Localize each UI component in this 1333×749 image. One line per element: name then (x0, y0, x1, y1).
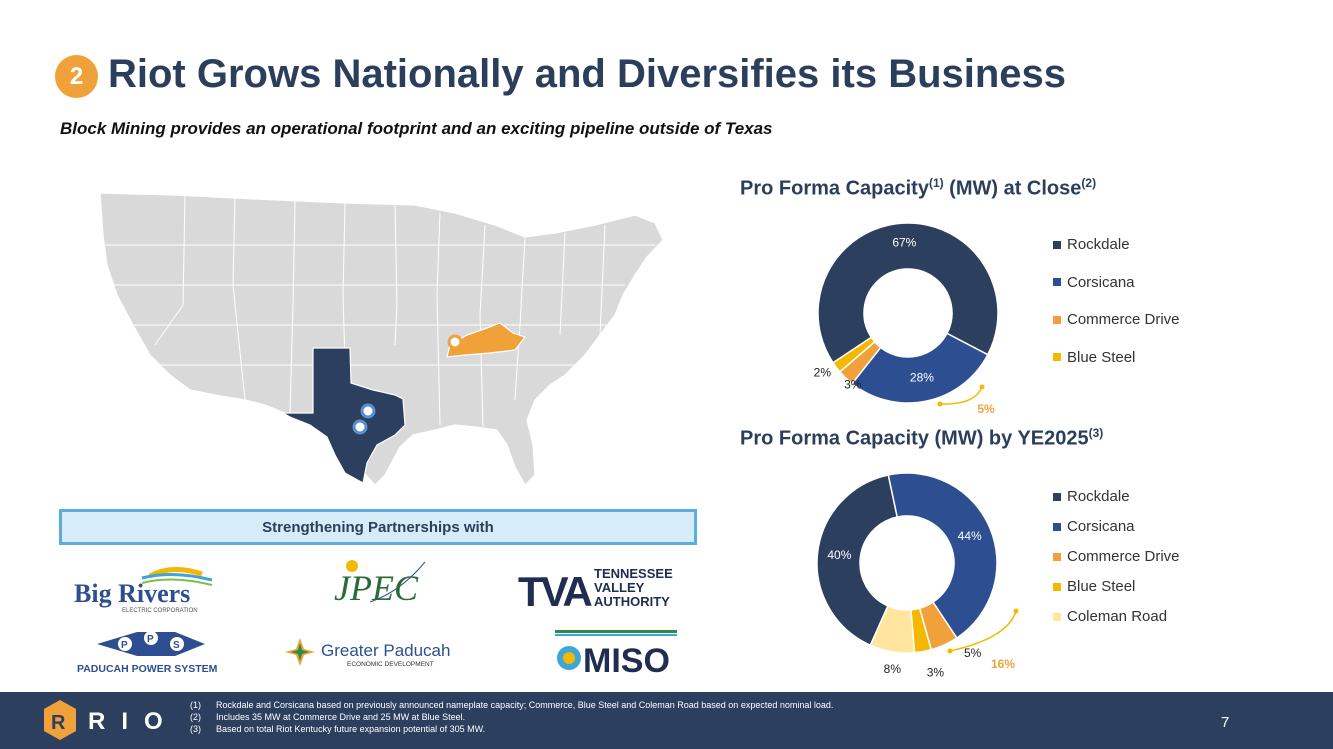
miso-logo: MISO (555, 630, 677, 678)
svg-text:JPEC: JPEC (334, 568, 419, 608)
donut-slice-blue-steel (831, 336, 876, 373)
legend-item-commerce-drive: Commerce Drive (1053, 311, 1180, 328)
legend-label: Commerce Drive (1067, 548, 1180, 565)
legend-item-rockdale: Rockdale (1053, 488, 1130, 505)
slide-title: Riot Grows Nationally and Diversifies it… (108, 52, 1067, 96)
us-outline (99, 192, 664, 486)
legend-item-corsicana: Corsicana (1053, 274, 1135, 291)
legend-swatch (1053, 353, 1061, 361)
footnote-1: (1) Rockdale and Corsicana based on previ… (190, 700, 834, 710)
donut-label-blue-steel: 3% (927, 666, 945, 680)
donut-slice-coleman-road (869, 604, 916, 654)
svg-text:TENNESSEE: TENNESSEE (594, 566, 673, 581)
svg-text:TVA: TVA (518, 568, 593, 612)
svg-text:R: R (51, 712, 66, 734)
legend-item-corsicana: Corsicana (1053, 518, 1135, 535)
legend-swatch (1053, 552, 1061, 561)
legend-label: Corsicana (1067, 273, 1135, 291)
legend-swatch (1053, 522, 1061, 531)
donut-label-rockdale: 67% (892, 235, 916, 249)
legend-label: Blue Steel (1067, 578, 1136, 595)
donut-label-coleman-road: 8% (884, 662, 902, 676)
legend-swatch (1053, 278, 1061, 286)
texas-site-marker-corsicana (360, 403, 376, 419)
svg-text:Big Rivers: Big Rivers (74, 579, 190, 608)
section-number-badge: 2 (55, 55, 98, 98)
svg-text:P: P (121, 640, 128, 651)
legend-label: Rockdale (1067, 488, 1130, 505)
chart2-title: Pro Forma Capacity (MW) by YE2025(3) (740, 426, 1104, 450)
texas-state (280, 347, 406, 484)
annotation-dot (1013, 608, 1019, 614)
legend-label: Corsicana (1067, 518, 1135, 535)
legend-item-blue-steel: Blue Steel (1053, 349, 1135, 366)
donut-label-corsicana: 28% (910, 371, 934, 385)
svg-text:PADUCAH POWER SYSTEM: PADUCAH POWER SYSTEM (77, 663, 218, 675)
chart2-donut: 40% 44% 5% 3% 8% 16% (816, 472, 1019, 680)
legend-swatch (1053, 492, 1061, 501)
donut-slice-corsicana (887, 472, 998, 640)
legend-item-blue-steel: Blue Steel (1053, 578, 1135, 595)
legend-swatch (1053, 582, 1061, 591)
annotation-dot (979, 384, 985, 390)
footnote-2: (2) Includes 35 MW at Commerce Drive and … (190, 712, 466, 722)
svg-text:S: S (173, 640, 180, 651)
svg-text:MISO: MISO (583, 642, 670, 678)
annotation-bracket (939, 386, 983, 405)
paducah-power-system-logo: P P S PADUCAH POWER SYSTEM (77, 631, 218, 675)
slide-subtitle: Block Mining provides an operational foo… (60, 119, 773, 138)
state-borders (105, 194, 655, 431)
legend-label: Blue Steel (1067, 348, 1136, 366)
donut-label-commerce-drive: 3% (844, 377, 862, 391)
big-rivers-logo: Big Rivers ELECTRIC CORPORATION (74, 567, 213, 614)
page-number: 7 (1221, 714, 1230, 731)
annotation-dot (937, 401, 943, 407)
svg-text:AUTHORITY: AUTHORITY (594, 594, 670, 609)
annotation-bracket (949, 610, 1017, 652)
annotation-dot (947, 648, 953, 654)
legend-item-coleman-road: Coleman Road (1053, 608, 1167, 625)
donut-label-rockdale: 40% (827, 548, 851, 562)
annotation-label: 16% (991, 657, 1015, 671)
donut-slice-rockdale (817, 222, 999, 364)
tva-logo: TVA TENNESSEE VALLEY AUTHORITY (518, 566, 673, 612)
legend-item-commerce-drive: Commerce Drive (1053, 548, 1180, 565)
kentucky-site-marker (447, 334, 463, 350)
legend-label: Coleman Road (1067, 608, 1168, 625)
greater-paducah-logo: Greater Paducah ECONOMIC DEVELOPMENT (285, 638, 450, 668)
donut-label-corsicana: 44% (958, 529, 982, 543)
svg-text:ECONOMIC DEVELOPMENT: ECONOMIC DEVELOPMENT (347, 661, 434, 668)
texas-site-marker-rockdale (352, 419, 368, 435)
annotation-label: 5% (977, 402, 995, 416)
footnote-3: (3) Based on total Riot Kentucky future e… (190, 724, 486, 734)
chart1-title: Pro Forma Capacity(1) (MW) at Close(2) (740, 176, 1097, 200)
legend-label: Rockdale (1067, 236, 1130, 253)
riot-logo: R RIOT (44, 700, 178, 740)
kentucky-state (446, 322, 526, 358)
legend-swatch (1053, 315, 1061, 324)
donut-label-commerce-drive: 5% (964, 646, 982, 660)
svg-text:P: P (147, 634, 154, 645)
legend-swatch (1053, 240, 1061, 249)
svg-text:Greater Paducah: Greater Paducah (321, 641, 450, 660)
donut-label-blue-steel: 2% (814, 366, 832, 380)
legend-swatch (1053, 612, 1061, 621)
donut-slice-rockdale (816, 474, 899, 647)
svg-text:RIOT: RIOT (88, 708, 178, 735)
jpec-logo: JPEC (334, 560, 426, 608)
donut-slice-corsicana (851, 332, 989, 404)
footer-bar: R RIOT (1)Rockdale and Corsicana based o… (0, 692, 1333, 749)
partnerships-heading: Strengthening Partnerships with (59, 509, 697, 545)
svg-text:VALLEY: VALLEY (594, 580, 645, 595)
legend-label: Commerce Drive (1067, 311, 1180, 328)
footnotes: (1) Rockdale and Corsicana based on previ… (190, 699, 833, 735)
legend-item-rockdale: Rockdale (1053, 236, 1130, 253)
chart1-donut: 67% 28% 3% 2% 5% (814, 222, 999, 416)
svg-text:ELECTRIC CORPORATION: ELECTRIC CORPORATION (122, 608, 198, 614)
us-map (99, 192, 664, 486)
